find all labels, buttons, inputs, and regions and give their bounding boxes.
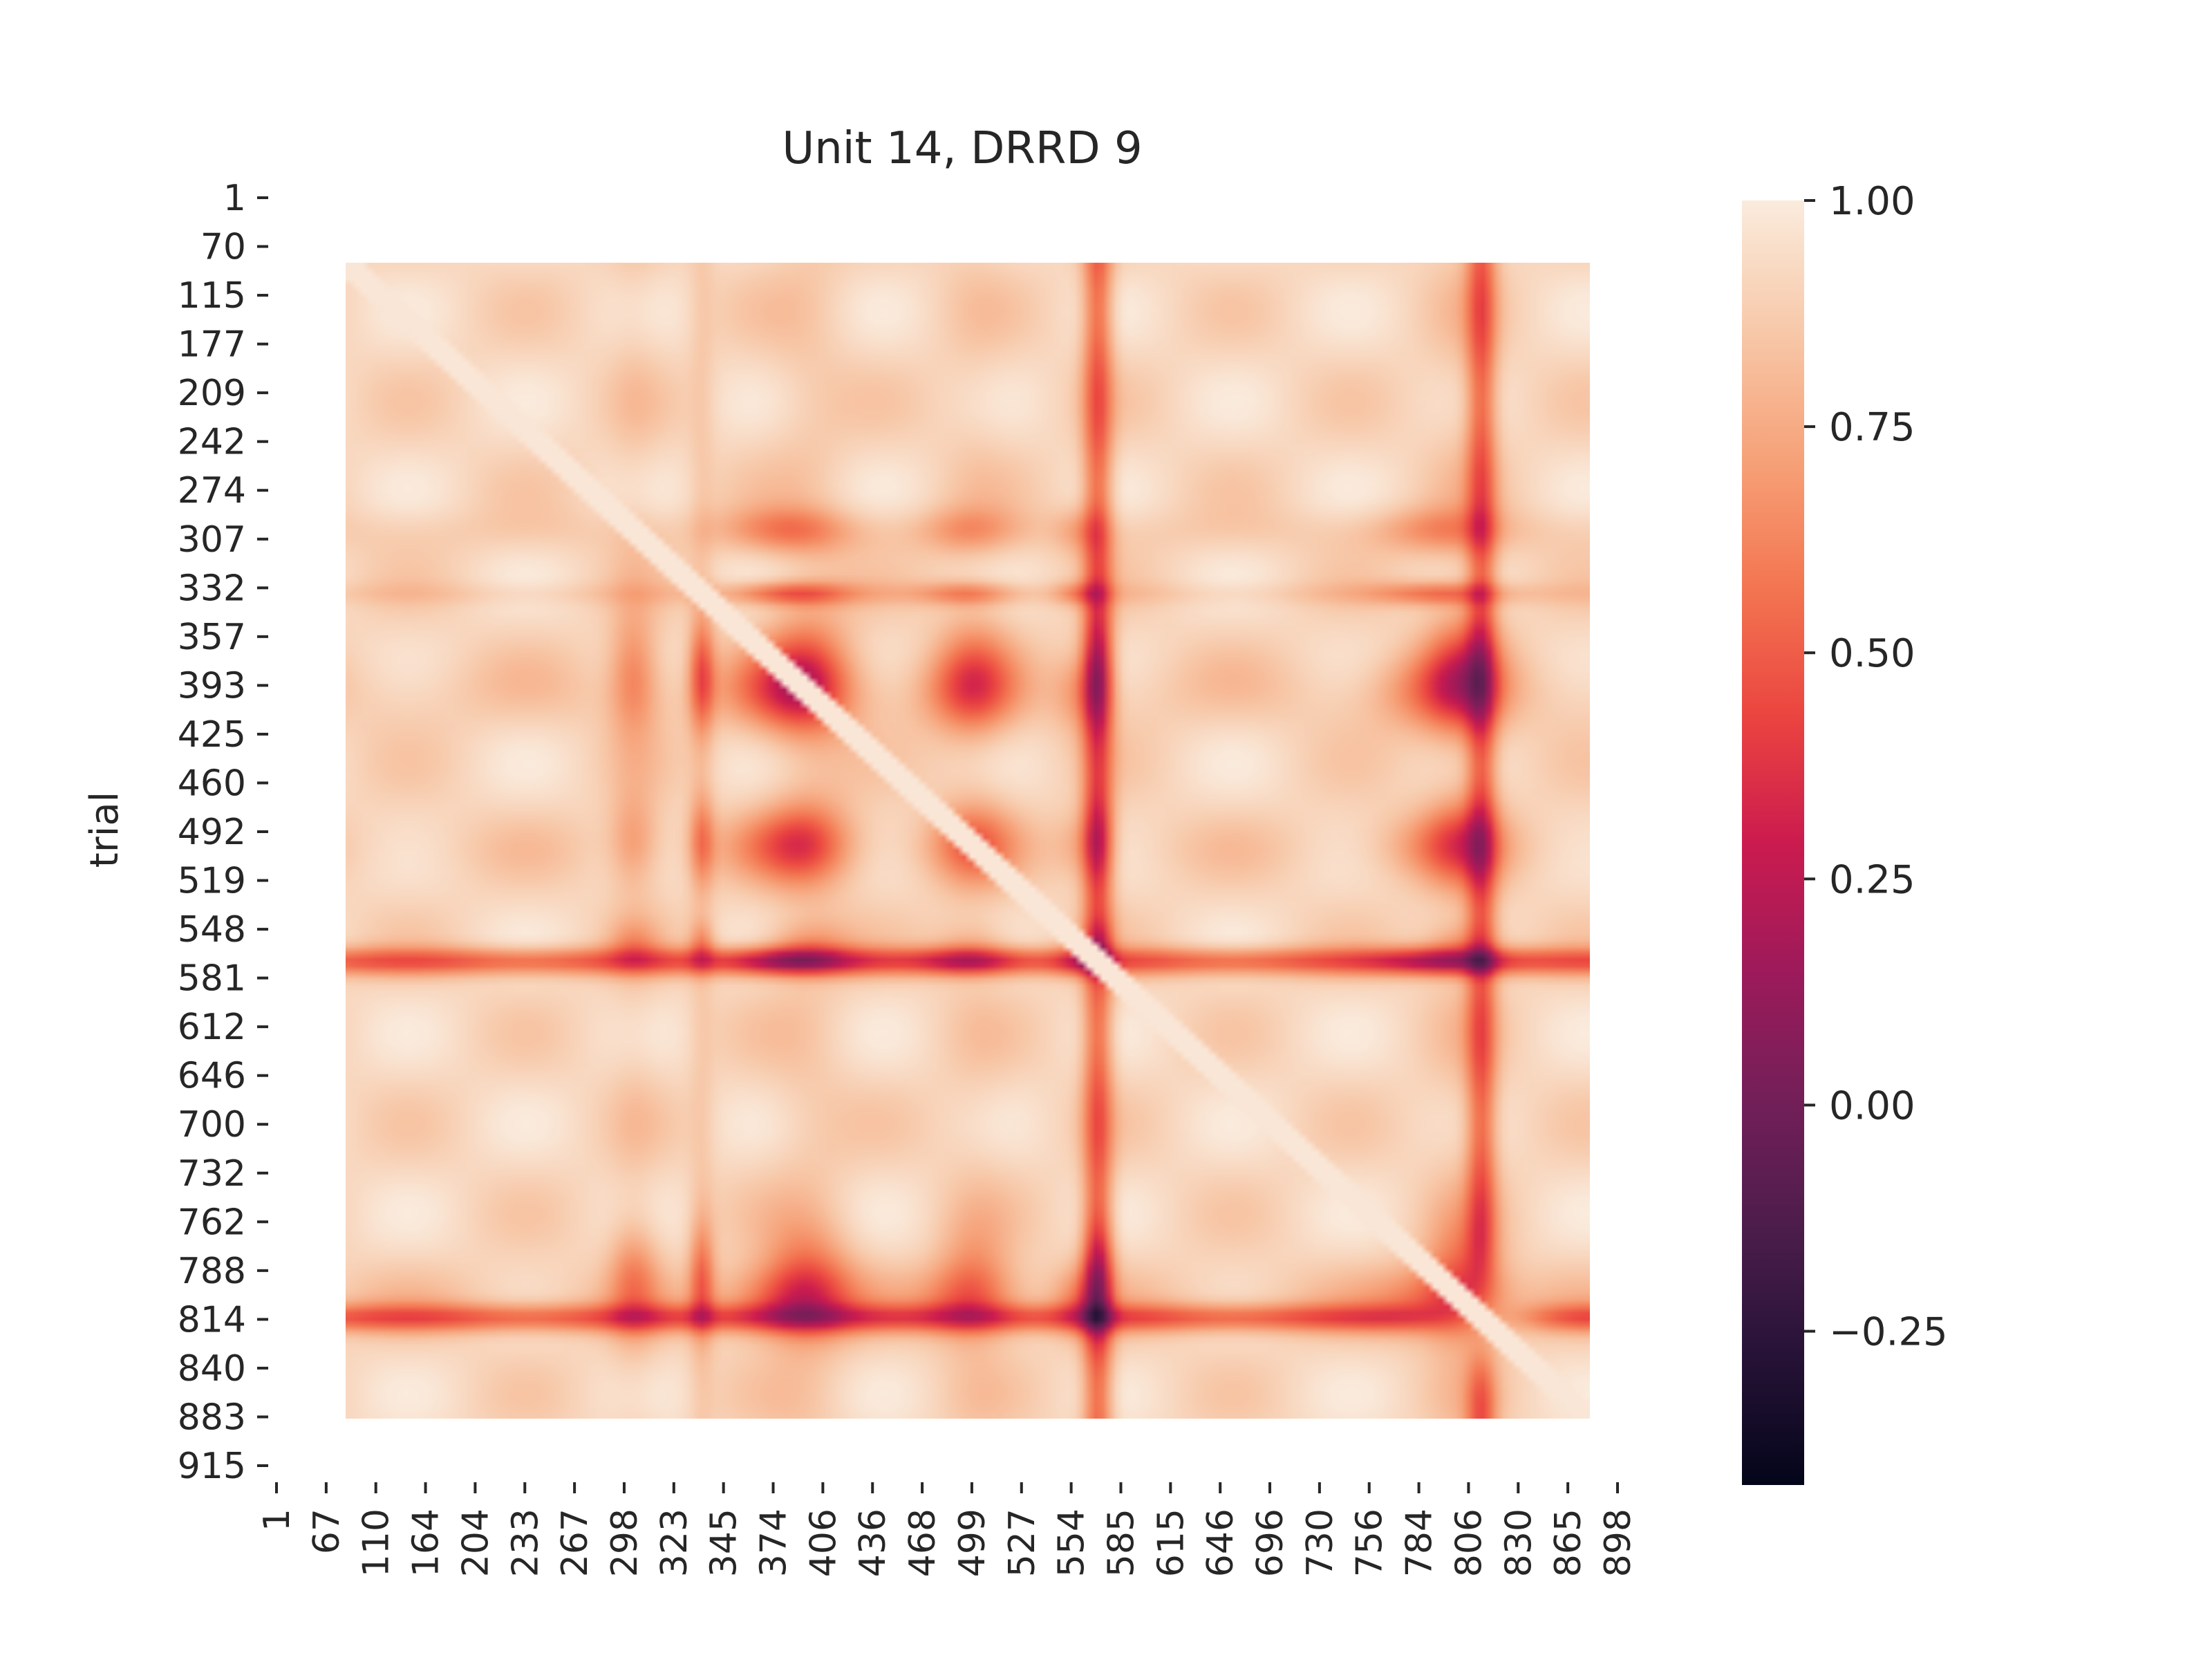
x-tick-label: 554 [1051,1509,1093,1577]
x-tick-label: 615 [1150,1509,1192,1577]
x-tick-label: 267 [554,1509,596,1577]
colorbar-tick-label: 0.50 [1829,631,1915,676]
x-tick-label: 1 [256,1509,298,1531]
colorbar-gradient [1742,200,1804,1485]
x-tick-label: 898 [1597,1509,1639,1577]
y-tick-label: 788 [178,1251,246,1292]
y-tick-label: 492 [178,812,246,853]
y-tick-label: 915 [178,1446,246,1487]
y-tick-label: 242 [178,422,246,463]
y-tick-label: 840 [178,1348,246,1390]
x-tick-label: 233 [505,1509,546,1577]
x-tick-label: 164 [406,1509,447,1577]
y-tick-label: 357 [178,617,246,658]
x-tick-label: 806 [1448,1509,1490,1577]
y-tick-label: 332 [178,568,246,609]
x-tick-label: 323 [654,1509,695,1577]
x-tick-label: 436 [852,1509,894,1577]
x-tick-label: 406 [803,1509,844,1577]
y-tick-label: 548 [178,909,246,951]
x-tick-label: 468 [902,1509,944,1577]
x-tick-label: 374 [753,1509,795,1577]
colorbar: 1.00 0.75 0.50 0.25 0.00 −0.25 [1742,179,1948,1485]
x-tick-label: 527 [1002,1509,1043,1577]
y-tick-label: 700 [178,1104,246,1146]
heatmap-cells [346,263,1590,1419]
y-tick-label: 762 [178,1202,246,1243]
x-tick-label: 204 [455,1509,496,1577]
x-tick-label: 110 [356,1509,397,1577]
y-tick-label: 519 [178,861,246,902]
y-tick-label: 1 [223,178,246,219]
colorbar-tick-label: 1.00 [1829,179,1915,224]
colorbar-tick-label: 0.75 [1829,405,1915,450]
y-tick-label: 307 [178,519,246,561]
y-tick-label: 425 [178,714,246,756]
y-tick-label: 883 [178,1397,246,1438]
y-tick-label: 814 [178,1299,246,1341]
x-tick-label: 730 [1300,1509,1341,1577]
x-tick-label: 298 [604,1509,646,1577]
chart-title: Unit 14, DRRD 9 [782,123,1142,174]
heatmap-plot-area [346,263,1590,1419]
y-tick-label: 612 [178,1007,246,1048]
x-tick-label: 499 [952,1509,993,1577]
y-tick-label: 115 [178,275,246,317]
x-tick-label: 784 [1399,1509,1441,1577]
x-tick-label: 756 [1349,1509,1391,1577]
y-tick-label: 646 [178,1056,246,1097]
x-tick-label: 646 [1200,1509,1241,1577]
y-tick-label: 177 [178,324,246,366]
colorbar-tick-label: 0.00 [1829,1083,1915,1128]
x-axis: 1 67 110 164 204 233 267 298 323 345 374 406 436 468 4… [256,1482,1639,1577]
x-tick-label: 696 [1250,1509,1291,1577]
y-tick-label: 70 [200,227,246,268]
x-tick-label: 585 [1100,1509,1142,1577]
y-axis: 1 70 115 177 209 242 274 307 332 357 393 425 460 492 5… [178,178,268,1487]
x-tick-label: 67 [306,1509,348,1554]
colorbar-tick-label: −0.25 [1829,1310,1948,1355]
y-tick-label: 274 [178,470,246,512]
x-tick-label: 865 [1548,1509,1589,1577]
x-tick-label: 345 [704,1509,745,1577]
colorbar-tick-label: 0.25 [1829,857,1915,902]
y-axis-label: trial [82,792,127,868]
x-tick-label: 830 [1498,1509,1539,1577]
y-tick-label: 581 [178,958,246,1000]
y-tick-label: 393 [178,665,246,707]
y-tick-label: 732 [178,1153,246,1195]
y-tick-label: 209 [178,373,246,414]
y-tick-label: 460 [178,763,246,804]
